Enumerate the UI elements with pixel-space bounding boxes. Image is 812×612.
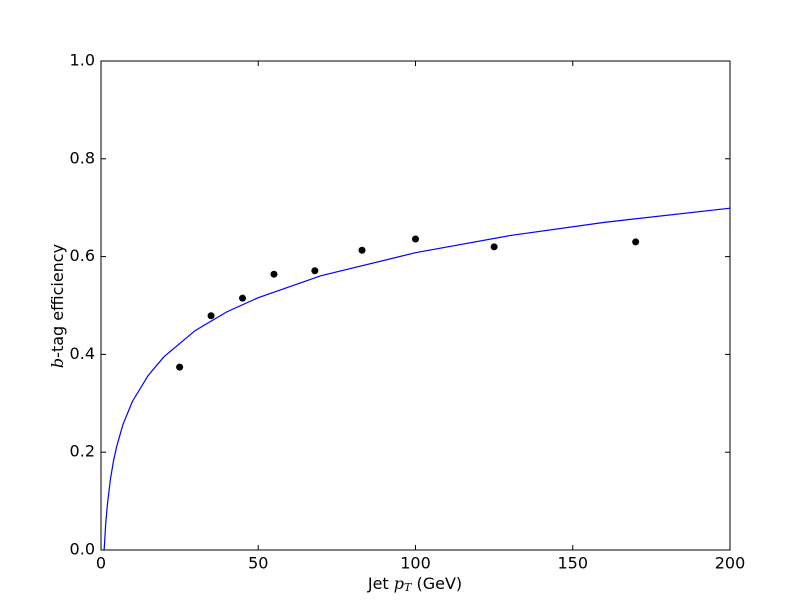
y-axis-label: b-tag efficiency — [48, 244, 67, 368]
y-tick-label: 1.0 — [70, 51, 95, 70]
y-tick-label: 0.2 — [70, 442, 95, 461]
y-tick-label: 0.0 — [70, 540, 95, 559]
x-tick-label: 50 — [248, 554, 268, 573]
data-point — [270, 270, 278, 278]
x-tick-label: 200 — [715, 554, 746, 573]
plot-frame — [100, 60, 731, 551]
x-tick-label: 100 — [400, 554, 431, 573]
data-point — [311, 267, 319, 275]
data-point — [490, 243, 498, 251]
x-axis-label: Jet pT (GeV) — [367, 574, 462, 597]
y-tick-label: 0.4 — [70, 344, 95, 363]
x-tick-label: 150 — [557, 554, 588, 573]
data-point — [412, 235, 419, 243]
data-point — [207, 312, 215, 320]
y-tick-label: 0.6 — [70, 246, 95, 265]
data-point — [358, 246, 366, 254]
x-tick-label: 0 — [96, 554, 106, 573]
data-point — [239, 294, 247, 302]
fit-line — [103, 207, 731, 551]
data-point — [176, 363, 184, 371]
data-point — [632, 238, 640, 246]
y-tick-label: 0.8 — [70, 148, 95, 167]
